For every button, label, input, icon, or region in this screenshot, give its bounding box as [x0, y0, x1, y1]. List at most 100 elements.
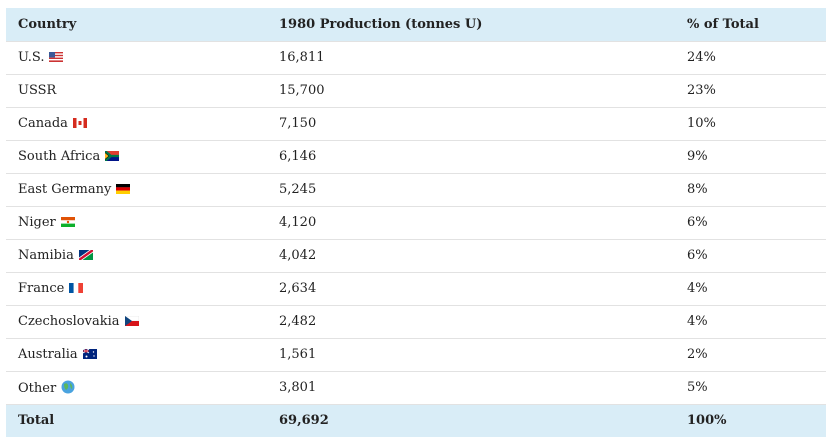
cell-text: 100%	[687, 413, 727, 429]
cell-text: Other	[18, 380, 57, 396]
table-cell: 6%	[675, 206, 826, 240]
globe-icon	[61, 380, 75, 393]
table-cell: 3,801	[267, 371, 675, 405]
flag-icon	[49, 52, 64, 62]
cell-text: Canada	[18, 116, 68, 131]
cell-text: 2,482	[279, 314, 317, 329]
flag-icon	[104, 150, 120, 162]
header-cell: 1980 Production (tonnes U)	[267, 8, 675, 42]
table-cell: France	[6, 272, 267, 306]
table-cell: 9%	[675, 140, 826, 174]
flag-icon	[82, 348, 97, 359]
cell-text: 15,700	[279, 83, 325, 98]
header-row: Country 1980 Production (tonnes U) % of …	[6, 8, 826, 42]
table-cell: 23%	[675, 74, 826, 108]
cell-text: 24%	[687, 50, 716, 65]
table-cell: 15,700	[267, 74, 675, 108]
table-cell: Namibia	[6, 239, 267, 273]
cell-text: East Germany	[18, 182, 112, 197]
cell-text: Czechoslovakia	[18, 314, 120, 329]
cell-text: 4%	[687, 281, 708, 296]
cell-text: U.S.	[18, 50, 45, 65]
table-cell: 100%	[675, 404, 826, 437]
flag-icon	[77, 248, 95, 262]
cell-text: 1,561	[279, 347, 317, 362]
table-cell: USSR	[6, 74, 267, 108]
table-cell: 24%	[675, 41, 826, 75]
table-cell: 4%	[675, 305, 826, 339]
cell-text: 8%	[687, 182, 708, 197]
flag-icon	[60, 217, 75, 227]
header-cell: Country	[6, 8, 267, 42]
cell-text: 5%	[687, 380, 708, 395]
table-cell: 2,634	[267, 272, 675, 306]
data-row: South Africa 6,146 9%	[6, 140, 826, 174]
data-row: Australia 1,561 2%	[6, 338, 826, 372]
cell-text: 2%	[687, 347, 708, 362]
data-row: France 2,634 4%	[6, 272, 826, 306]
cell-text: 6%	[687, 215, 708, 230]
cell-text: USSR	[18, 83, 57, 98]
flag-icon	[72, 118, 87, 128]
cell-text: 4,042	[279, 248, 317, 263]
cell-text: France	[18, 281, 65, 296]
cell-text: Namibia	[18, 248, 74, 263]
production-table: Country 1980 Production (tonnes U) % of …	[6, 8, 826, 437]
cell-text: 4%	[687, 314, 708, 329]
table-cell: 2,482	[267, 305, 675, 339]
table-cell: Total	[6, 404, 267, 437]
cell-text: 6%	[687, 248, 708, 263]
cell-text: 69,692	[279, 413, 329, 429]
table-cell: South Africa	[6, 140, 267, 174]
cell-text: 5,245	[279, 182, 317, 197]
data-row: Czechoslovakia 2,482 4%	[6, 305, 826, 339]
cell-text: 6,146	[279, 149, 317, 164]
table-cell: Australia	[6, 338, 267, 372]
cell-text: Niger	[18, 215, 56, 230]
table-cell: Other	[6, 371, 267, 405]
cell-text: 9%	[687, 149, 708, 164]
table-cell: 8%	[675, 173, 826, 207]
cell-text: South Africa	[18, 149, 101, 164]
table-cell: 5,245	[267, 173, 675, 207]
table-cell: 69,692	[267, 404, 675, 437]
flag-icon	[69, 283, 84, 293]
data-row: Namibia 4,042 6%	[6, 239, 826, 273]
table-cell: 5%	[675, 371, 826, 405]
table-body: U.S. 16,811 24% USSR 15,700 23% Canada 7,150 10%…	[6, 41, 826, 437]
data-row: Other 3,801 5%	[6, 371, 826, 405]
cell-text: 4,120	[279, 215, 317, 230]
table-cell: 16,811	[267, 41, 675, 75]
cell-text: Australia	[18, 347, 78, 362]
table-cell: 10%	[675, 107, 826, 141]
data-row: Niger 4,120 6%	[6, 206, 826, 240]
table-cell: 2%	[675, 338, 826, 372]
cell-text: 2,634	[279, 281, 317, 296]
table-cell: 1,561	[267, 338, 675, 372]
table-cell: Niger	[6, 206, 267, 240]
table-cell: East Germany	[6, 173, 267, 207]
cell-text: 23%	[687, 83, 716, 98]
cell-text: 10%	[687, 116, 716, 131]
data-row: U.S. 16,811 24%	[6, 41, 826, 75]
cell-text: 7,150	[279, 116, 317, 131]
table-cell: 4,120	[267, 206, 675, 240]
table-cell: 4,042	[267, 239, 675, 273]
table-cell: 6,146	[267, 140, 675, 174]
data-row: USSR 15,700 23%	[6, 74, 826, 108]
cell-text: 16,811	[279, 50, 325, 65]
flag-icon	[116, 184, 131, 194]
cell-text: 3,801	[279, 380, 317, 395]
cell-text: Total	[18, 413, 55, 429]
header-cell: % of Total	[675, 8, 826, 42]
data-row: Canada 7,150 10%	[6, 107, 826, 141]
total-row: Total 69,692 100%	[6, 404, 826, 437]
table-cell: 7,150	[267, 107, 675, 141]
table-cell: Canada	[6, 107, 267, 141]
table-cell: 4%	[675, 272, 826, 306]
flag-icon	[124, 315, 139, 326]
table-cell: U.S.	[6, 41, 267, 75]
table-cell: 6%	[675, 239, 826, 273]
data-row: East Germany 5,245 8%	[6, 173, 826, 207]
